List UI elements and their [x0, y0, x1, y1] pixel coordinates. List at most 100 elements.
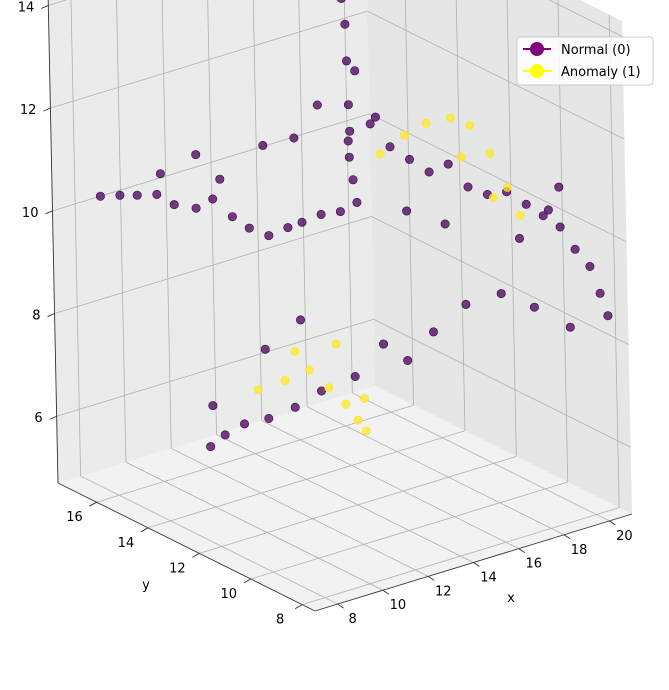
grid-y-floor	[199, 456, 517, 554]
normal-point	[155, 169, 165, 179]
grid-y-side	[455, 0, 466, 431]
normal-point	[403, 355, 413, 365]
anomaly-point	[485, 149, 495, 159]
normal-point	[341, 56, 351, 66]
anomaly-point	[375, 149, 385, 159]
grid-x-back	[252, 0, 263, 421]
normal-point	[297, 217, 307, 227]
normal-point	[244, 223, 254, 233]
normal-point	[289, 133, 299, 143]
normal-point	[570, 244, 580, 254]
grid-x-back	[70, 0, 82, 477]
grid-z-back	[52, 113, 370, 212]
anomaly-point	[359, 393, 369, 403]
normal-point	[206, 442, 216, 452]
normal-point	[290, 402, 300, 412]
normal-point	[554, 182, 564, 192]
back-pane-xz	[48, 0, 375, 483]
normal-point	[283, 223, 293, 233]
normal-point	[440, 219, 450, 229]
z-tick-mark	[47, 313, 55, 317]
anomaly-point	[331, 339, 341, 349]
normal-point	[565, 322, 575, 332]
normal-point	[220, 430, 230, 440]
grid-x-floor	[171, 447, 429, 577]
grid-z-side	[369, 113, 627, 243]
normal-point	[312, 100, 322, 110]
y-tick-label: 8	[276, 613, 284, 628]
normal-point	[529, 302, 539, 312]
x-tick-mark	[382, 589, 390, 595]
normal-point	[264, 231, 274, 241]
x-tick-mark	[337, 603, 344, 609]
normal-point	[152, 189, 162, 199]
normal-point	[461, 299, 471, 309]
scatter-points	[95, 0, 613, 452]
normal-point	[352, 197, 362, 207]
normal-point	[348, 175, 358, 185]
normal-point	[385, 142, 395, 152]
grid-x-back	[116, 0, 127, 463]
y-axis-line	[57, 482, 316, 612]
grid-x-floor	[125, 461, 384, 591]
normal-point	[555, 222, 565, 232]
y-tick-mark	[192, 553, 200, 558]
normal-point	[603, 311, 613, 321]
anomaly-point	[341, 399, 351, 409]
normal-point	[378, 339, 388, 349]
z-tick-mark	[49, 415, 57, 420]
x-tick-mark	[518, 548, 526, 554]
z-tick-label: 12	[20, 103, 37, 118]
x-tick-mark	[563, 534, 571, 540]
normal-point	[240, 419, 250, 429]
grid-x-floor	[352, 392, 610, 522]
normal-point	[428, 327, 438, 337]
legend-label-anomaly: Anomaly (1)	[561, 65, 641, 80]
normal-point	[215, 174, 225, 184]
anomaly-point	[445, 113, 455, 123]
legend-marker-anomaly	[530, 64, 544, 78]
normal-point	[404, 154, 414, 164]
normal-point	[264, 413, 274, 423]
x-tick-mark	[473, 562, 480, 567]
x-tick-mark	[609, 520, 616, 526]
legend-marker-normal	[530, 42, 544, 56]
grid-z-side	[371, 216, 629, 345]
z-tick-mark	[45, 210, 53, 215]
grid-x-back	[343, 0, 353, 393]
z-tick-mark	[43, 107, 51, 112]
normal-point	[370, 112, 380, 122]
y-axis-label: y	[142, 578, 150, 593]
y-tick-mark	[140, 527, 149, 533]
normal-point	[585, 261, 595, 271]
anomaly-point	[253, 385, 263, 395]
grid-z-back	[50, 10, 368, 109]
normal-point	[350, 371, 360, 381]
y-tick-mark	[89, 501, 97, 507]
grid-x-back	[161, 0, 172, 449]
anomaly-point	[488, 193, 498, 203]
normal-point	[191, 203, 201, 213]
x-tick-label: 16	[526, 557, 543, 572]
y-tick-mark	[243, 578, 251, 584]
normal-point	[365, 119, 375, 129]
x-tick-mark	[427, 575, 435, 581]
grid-z-back	[54, 216, 372, 314]
anomaly-point	[361, 426, 371, 436]
grid-z-side	[367, 10, 625, 140]
y-tick-mark	[294, 604, 303, 609]
x-tick-label: 8	[349, 612, 357, 627]
grid-x-back	[298, 0, 308, 407]
normal-point	[95, 191, 105, 201]
anomaly-point	[421, 118, 431, 128]
normal-point	[402, 206, 412, 216]
normal-point	[343, 136, 353, 146]
grid-y-side	[608, 14, 620, 508]
normal-point	[208, 194, 218, 204]
legend-label-normal: Normal (0)	[561, 43, 631, 58]
z-tick-label: 10	[22, 206, 39, 221]
z-tick-label: 8	[32, 309, 40, 324]
y-tick-label: 14	[118, 536, 135, 551]
normal-point	[543, 205, 553, 215]
